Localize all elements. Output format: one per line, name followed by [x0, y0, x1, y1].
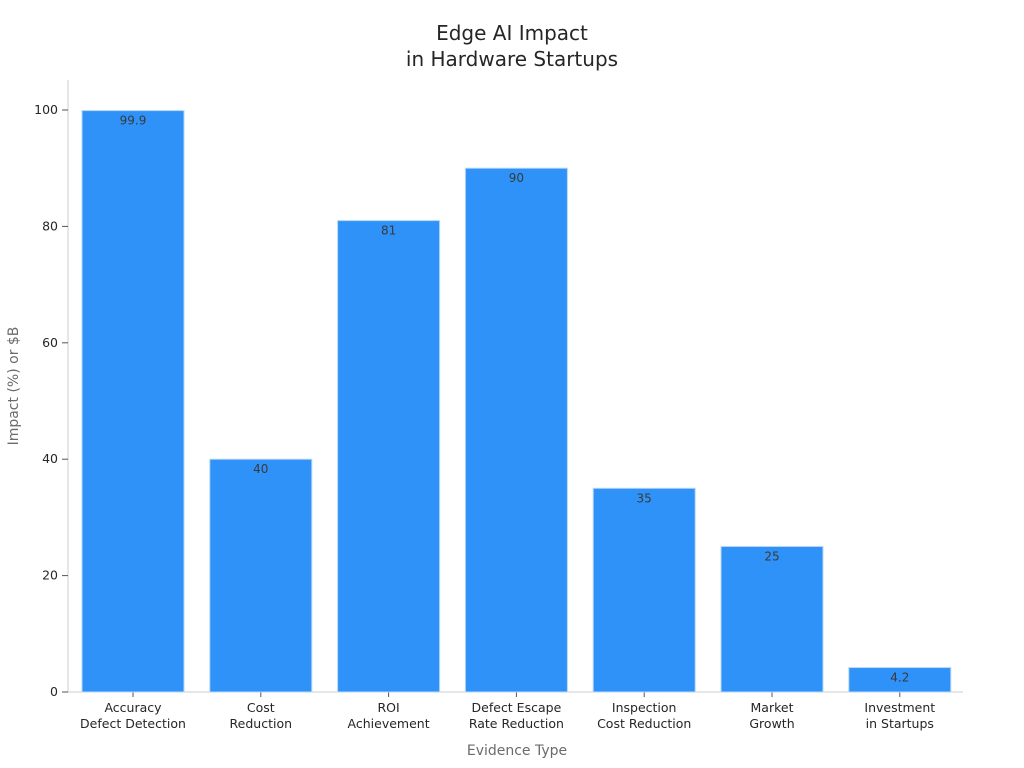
chart-title-line-1: Edge AI Impact [436, 21, 588, 45]
bar [81, 110, 185, 693]
x-tick-label: Cost [247, 700, 275, 715]
bar-data-label: 99.9 [120, 114, 147, 128]
bar-data-label: 40 [253, 462, 268, 476]
bar [848, 667, 952, 693]
bar-data-label: 25 [764, 550, 779, 564]
y-tick-label: 60 [42, 335, 58, 350]
x-tick-label: Market [751, 700, 794, 715]
x-tick-label: in Startups [866, 716, 934, 731]
bar-data-label: 4.2 [890, 671, 909, 685]
y-tick-label: 20 [42, 568, 58, 583]
bar [337, 220, 441, 693]
bar [592, 487, 696, 693]
x-tick-label: Cost Reduction [597, 716, 691, 731]
chart-title-line-2: in Hardware Startups [406, 47, 618, 71]
x-tick-label: ROI [377, 700, 399, 715]
bar-data-label: 90 [509, 171, 524, 185]
y-axis-label: Impact (%) or $B [6, 327, 22, 446]
x-axis-label: Evidence Type [467, 743, 567, 759]
bar [209, 458, 313, 693]
y-tick-label: 100 [34, 102, 58, 117]
x-tick-label: Inspection [612, 700, 677, 715]
y-tick-label: 0 [50, 684, 58, 699]
x-tick-label: Defect Detection [80, 716, 186, 731]
x-tick-label: Achievement [348, 716, 430, 731]
x-tick-label: Rate Reduction [469, 716, 564, 731]
x-tick-label: Reduction [230, 716, 293, 731]
bar [464, 167, 568, 693]
bar-data-label: 81 [381, 224, 396, 238]
y-tick-label: 80 [42, 218, 58, 233]
x-tick-label: Investment [864, 700, 935, 715]
x-tick-label: Defect Escape [472, 700, 562, 715]
x-tick-label: Accuracy [104, 700, 162, 715]
x-tick-label: Growth [749, 716, 794, 731]
y-tick-label: 40 [42, 451, 58, 466]
chart-title: Edge AI Impact in Hardware Startups [406, 21, 618, 71]
bar [720, 546, 824, 693]
bar-data-label: 35 [637, 491, 652, 505]
bars [81, 110, 952, 693]
